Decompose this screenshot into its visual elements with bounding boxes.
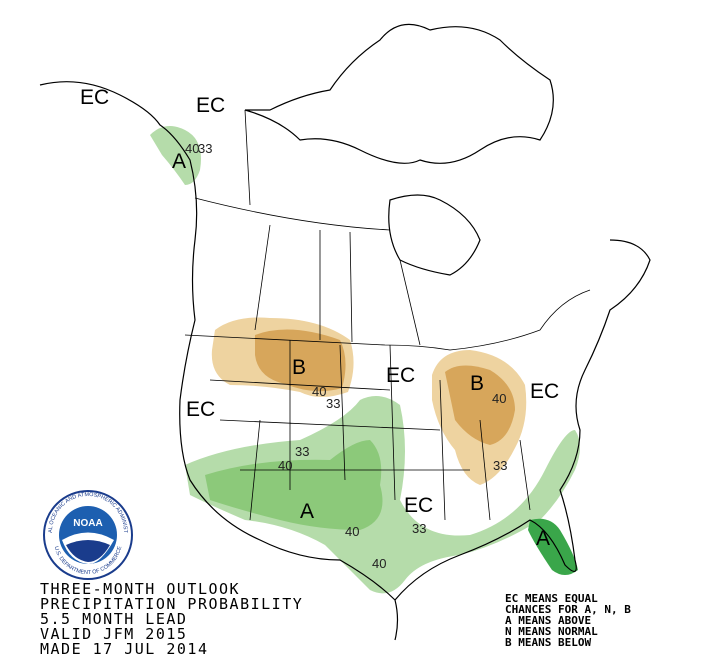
caption-line: 5.5 MONTH LEAD (40, 610, 187, 628)
contour-label: 33 (326, 396, 340, 411)
label: EC (186, 398, 215, 421)
coast-west (39, 81, 399, 641)
label: EC (80, 86, 109, 109)
label: A (536, 527, 550, 550)
legend-line: CHANCES FOR A, N, B (505, 603, 631, 616)
label: B (470, 372, 484, 395)
province-line (244, 109, 421, 346)
label: EC (404, 494, 433, 517)
contour-label: 40 (278, 458, 292, 473)
label: EC (530, 380, 559, 403)
label: A (300, 500, 314, 523)
shading (150, 126, 580, 594)
legend-line: N MEANS NORMAL (505, 625, 598, 638)
contour-label: 40 (185, 141, 199, 156)
caption-line: THREE-MONTH OUTLOOK (40, 580, 240, 598)
caption: THREE-MONTH OUTLOOK PRECIPITATION PROBAB… (40, 580, 303, 658)
hudson-bay (388, 194, 481, 276)
us-canada-border (184, 289, 591, 351)
map-labels: EC EC A 40 33 B 40 33 EC EC B 40 EC 33 4… (80, 86, 559, 571)
contour-label: 40 (372, 556, 386, 571)
below-region (255, 329, 346, 392)
contour-label: 33 (493, 458, 507, 473)
legend-line: B MEANS BELOW (505, 636, 591, 649)
logo-name: NOAA (73, 518, 102, 529)
contour-label: 40 (345, 524, 359, 539)
coast-east (394, 239, 651, 601)
arctic-islands (244, 23, 554, 164)
caption-line: PRECIPITATION PROBABILITY (40, 595, 303, 613)
label: EC (386, 364, 415, 387)
label: B (292, 356, 306, 379)
above-region (150, 126, 201, 185)
state-line (209, 340, 531, 521)
above-region (185, 396, 580, 594)
border (194, 197, 391, 231)
contour-label: 33 (412, 521, 426, 536)
legend-line: EC MEANS EQUAL (505, 592, 598, 605)
label: EC (196, 94, 225, 117)
label: A (172, 150, 186, 173)
contour-label: 40 (312, 384, 326, 399)
contour-label: 33 (198, 141, 212, 156)
below-region (445, 365, 515, 445)
logo-wave (66, 540, 110, 562)
contour-label: 40 (492, 391, 506, 406)
outlines (39, 23, 651, 641)
caption-line: VALID JFM 2015 (40, 625, 187, 643)
above-region (528, 518, 578, 575)
contour-label: 33 (295, 444, 309, 459)
caption-line: MADE 17 JUL 2014 (40, 640, 209, 658)
legend: EC MEANS EQUAL CHANCES FOR A, N, B A MEA… (505, 592, 631, 649)
above-region (205, 440, 383, 530)
legend-line: A MEANS ABOVE (505, 614, 591, 627)
